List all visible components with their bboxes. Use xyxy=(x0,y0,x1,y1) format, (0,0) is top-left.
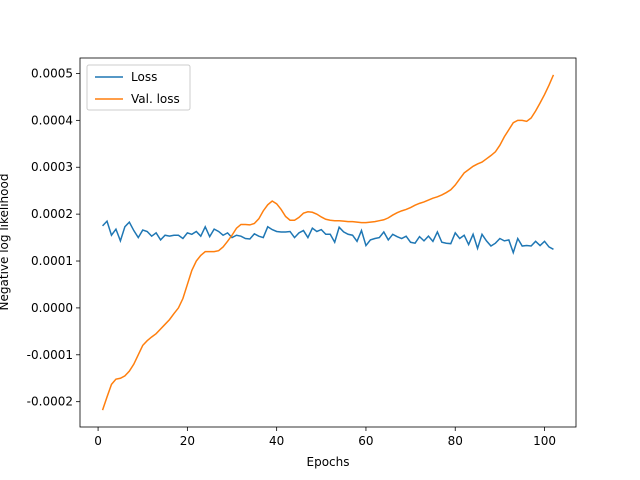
legend-label: Loss xyxy=(131,70,157,84)
x-tick-label: 20 xyxy=(180,434,195,448)
x-tick-label: 100 xyxy=(533,434,556,448)
y-axis-label: Negative log likelihood xyxy=(0,174,11,311)
y-tick-label: 0.0003 xyxy=(31,160,73,174)
line-series xyxy=(102,219,554,255)
legend-label: Val. loss xyxy=(131,92,180,106)
y-tick-label: 0.0005 xyxy=(31,66,73,80)
x-tick-label: 60 xyxy=(358,434,373,448)
y-tick-label: 0.0002 xyxy=(31,207,73,221)
y-tick-label: 0.0004 xyxy=(31,113,73,127)
y-tick-label: 0.0000 xyxy=(31,301,73,315)
x-tick-label: 40 xyxy=(269,434,284,448)
y-tick-label: 0.0001 xyxy=(31,254,73,268)
y-tick-label: -0.0002 xyxy=(27,395,73,409)
x-axis-label: Epochs xyxy=(307,455,350,469)
plot-frame xyxy=(79,57,577,428)
x-tick-label: 0 xyxy=(94,434,102,448)
y-tick-label: -0.0001 xyxy=(27,348,73,362)
x-tick-label: 80 xyxy=(448,434,463,448)
line-series xyxy=(101,74,555,411)
